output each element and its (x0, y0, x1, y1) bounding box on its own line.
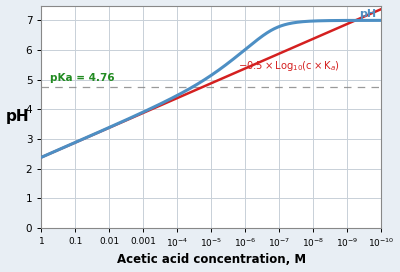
Text: pKa = 4.76: pKa = 4.76 (50, 73, 114, 83)
Text: $-0.5\times\mathregular{Log}_{10}(\mathregular{c}\times\mathregular{K}_a)$: $-0.5\times\mathregular{Log}_{10}(\mathr… (238, 59, 340, 73)
Text: pH: pH (359, 9, 376, 19)
Y-axis label: pH: pH (6, 109, 29, 124)
X-axis label: Acetic acid concentration, M: Acetic acid concentration, M (117, 254, 306, 267)
